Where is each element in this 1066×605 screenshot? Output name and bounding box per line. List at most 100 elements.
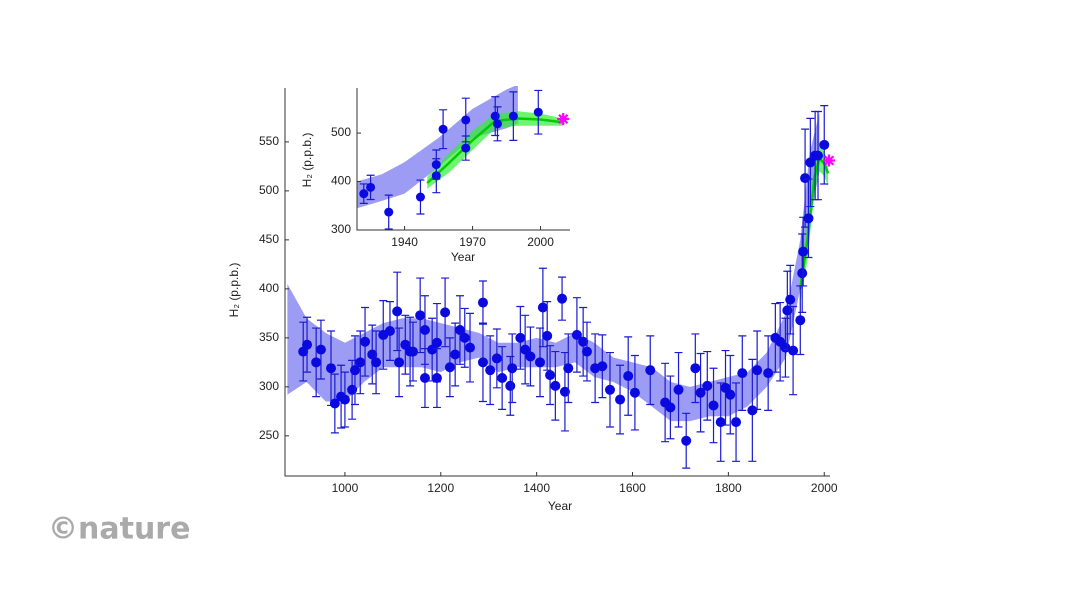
data-point	[461, 115, 471, 125]
y-axis-label: H₂ (p.p.b.)	[300, 133, 314, 188]
data-point	[695, 387, 706, 398]
data-point	[485, 365, 496, 376]
data-point	[797, 268, 808, 279]
data-point	[525, 351, 536, 362]
data-point	[520, 344, 531, 355]
x-tick-label: 1800	[715, 481, 742, 495]
y-tick-label: 400	[331, 174, 351, 188]
data-point	[533, 107, 543, 117]
data-point	[737, 368, 748, 379]
data-point	[360, 336, 371, 347]
data-point	[384, 207, 394, 217]
chart: 250 300 350 400 450 500 550 1000 1200 1400 1600 180…	[227, 88, 838, 513]
star-marker	[557, 113, 570, 126]
data-point	[407, 346, 418, 357]
data-point	[690, 363, 701, 374]
data-point	[803, 213, 814, 224]
data-point	[537, 302, 548, 313]
axes	[284, 88, 830, 477]
watermark: ©nature	[48, 512, 190, 547]
y-tick-label: 500	[331, 125, 351, 139]
data-point	[431, 337, 442, 348]
data-point	[813, 150, 824, 161]
data-point	[581, 346, 592, 357]
data-point	[366, 182, 376, 192]
y-axis-label: H₂ (p.p.b.)	[227, 263, 241, 318]
data-point	[367, 349, 378, 360]
data-point	[542, 330, 553, 341]
data-point	[438, 124, 448, 134]
data-point	[465, 342, 476, 353]
data-point	[477, 297, 488, 308]
data-point	[535, 357, 546, 368]
data-point	[515, 332, 526, 343]
data-point	[347, 384, 358, 395]
data-point	[798, 246, 809, 257]
data-point	[563, 363, 574, 374]
y-tick-label: 450	[259, 232, 279, 246]
data-point	[349, 365, 360, 376]
data-point	[623, 371, 634, 382]
x-tick-label: 1600	[619, 481, 646, 495]
chart: 300 400 500 1940 1970 2000 Year H₂ (p.p.b.)	[300, 86, 570, 264]
y-tick-label: 250	[259, 428, 279, 442]
data-point	[673, 384, 684, 395]
x-tick-label: 1000	[332, 481, 359, 495]
data-point	[477, 357, 488, 368]
data-point	[507, 363, 518, 374]
data-point	[392, 306, 403, 317]
x-tick-label: 1940	[391, 235, 418, 249]
data-point	[629, 387, 640, 398]
star-marker	[823, 154, 836, 167]
x-axis-label: Year	[451, 250, 475, 264]
data-point	[550, 380, 561, 391]
data-point	[645, 365, 656, 376]
data-point	[681, 435, 692, 446]
y-tick-label: 550	[259, 134, 279, 148]
data-point	[459, 332, 470, 343]
data-point	[492, 119, 502, 129]
y-tick-label: 400	[259, 281, 279, 295]
data-point	[731, 417, 742, 428]
data-point	[371, 357, 382, 368]
data-point	[557, 293, 568, 304]
data-point	[461, 143, 471, 153]
data-point	[450, 349, 461, 360]
data-point	[545, 370, 556, 381]
data-point	[785, 294, 796, 305]
data-point	[394, 357, 405, 368]
data-point	[315, 344, 326, 355]
data-point	[419, 373, 430, 384]
x-tick-label: 1400	[523, 481, 550, 495]
data-point	[384, 325, 395, 336]
data-point	[800, 173, 811, 184]
x-axis-label: Year	[548, 499, 572, 513]
data-point	[819, 139, 830, 150]
x-tick-label: 1970	[459, 235, 486, 249]
data-point	[597, 361, 608, 372]
data-point	[795, 315, 806, 326]
data-point	[571, 329, 582, 340]
data-point	[491, 353, 502, 364]
y-tick-label: 350	[259, 330, 279, 344]
data-point	[359, 189, 369, 199]
data-point	[440, 307, 451, 318]
data-point	[419, 325, 430, 336]
y-tick-label: 300	[259, 379, 279, 393]
data-point	[490, 111, 500, 121]
x-tick-label: 2000	[811, 481, 838, 495]
data-point	[415, 192, 425, 202]
data-point	[311, 357, 322, 368]
data-point	[339, 394, 350, 405]
data-point	[708, 400, 719, 411]
y-tick-label: 300	[331, 222, 351, 236]
y-tick-label: 500	[259, 183, 279, 197]
data-point	[431, 160, 441, 170]
x-tick-label: 1200	[427, 481, 454, 495]
data-point	[665, 402, 676, 413]
data-point	[329, 398, 340, 409]
data-point	[725, 389, 736, 400]
x-tick-label: 2000	[527, 235, 554, 249]
data-point	[508, 111, 518, 121]
